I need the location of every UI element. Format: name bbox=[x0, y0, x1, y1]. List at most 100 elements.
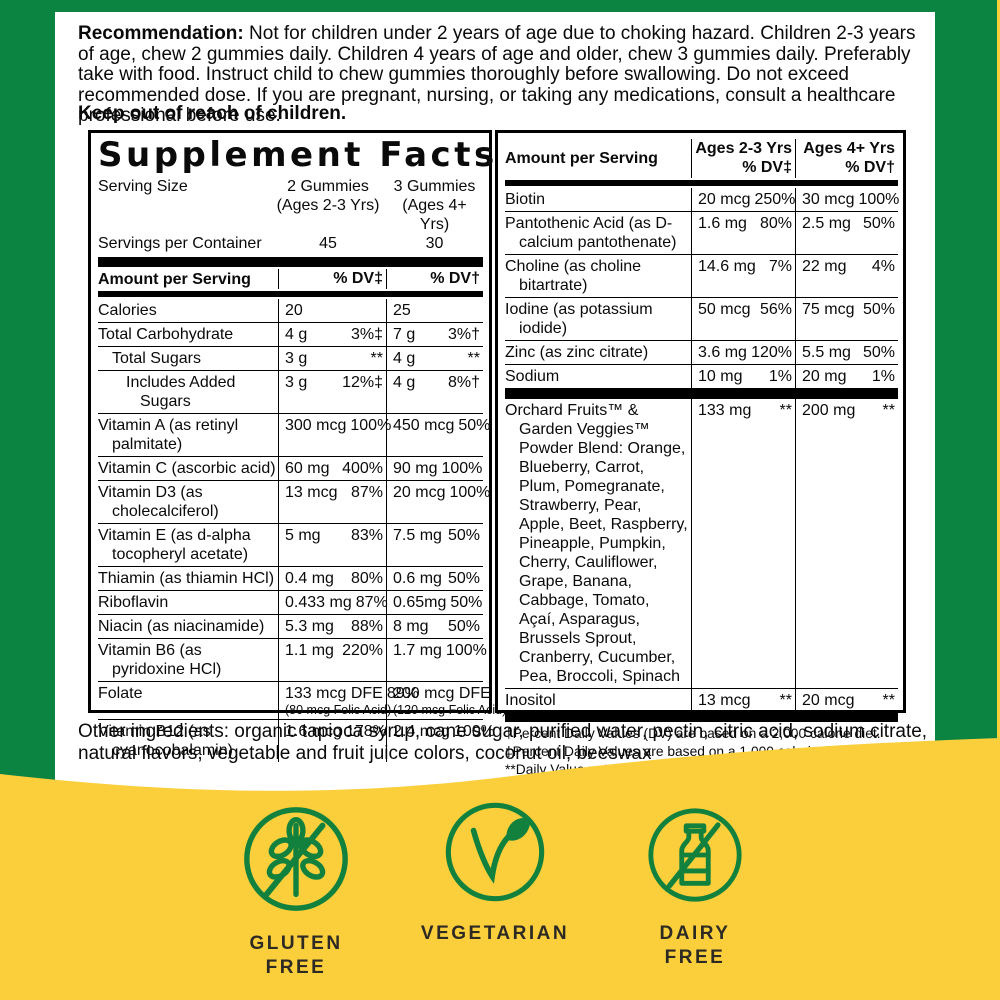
nutrient-name: Vitamin A (as retinyl palmitate) bbox=[98, 417, 239, 453]
nutrient-name: Zinc (as zinc citrate) bbox=[505, 344, 649, 361]
serving-col2-gummies: 3 Gummies bbox=[393, 178, 476, 195]
nutrient-name: Vitamin D3 (as cholecalciferol) bbox=[98, 484, 219, 520]
amount-value: 20 mcg bbox=[802, 692, 855, 709]
nutrient-name: Biotin bbox=[505, 191, 546, 208]
amount-value: 20 bbox=[285, 302, 303, 319]
value-line: 7.5 mg 50% bbox=[393, 526, 480, 545]
value-line: 1.6 mcg 178% bbox=[285, 722, 387, 741]
badge-label-line1: GLUTEN bbox=[249, 933, 343, 954]
percent-dv-value: 100% bbox=[858, 191, 900, 208]
percent-dv-value: ** bbox=[882, 692, 895, 709]
table-row: Biotin 20 mcg 250% 30 mcg 100% bbox=[505, 188, 899, 211]
value-col-ages-2-3: 10 mg 1% bbox=[691, 365, 795, 388]
badge-label: VEGETARIAN bbox=[405, 922, 585, 946]
table-row: Inositol 13 mcg ** 20 mcg ** bbox=[505, 688, 898, 722]
amount-value: 22 mg bbox=[802, 258, 847, 275]
serving-col2-ages: (Ages 4+ Yrs) bbox=[402, 197, 467, 233]
value-col-ages-4plus: 8 mg 50% bbox=[386, 615, 483, 638]
percent-dv-value: 80% bbox=[759, 215, 792, 232]
value-line: 300 mcg 100% bbox=[285, 416, 391, 435]
ages-2-3-col-header: Ages 2-3 Yrs % DV‡ bbox=[691, 139, 795, 178]
other-ingredients-text: Other ingredients: organic tapioca syrup… bbox=[78, 721, 928, 764]
value-col-ages-4plus: 90 mg 100% bbox=[386, 457, 485, 480]
value-col-ages-2-3: 0.433 mg 87% bbox=[278, 591, 388, 614]
table-row: Vitamin C (ascorbic acid) 60 mg 400% 90 … bbox=[98, 456, 483, 480]
right-nutrient-table: Biotin 20 mcg 250% 30 mcg 100% Pantothen… bbox=[505, 188, 899, 722]
right-table-header: Amount per Serving Ages 2-3 Yrs % DV‡ Ag… bbox=[505, 137, 898, 180]
spacer bbox=[98, 196, 270, 234]
servings-col1-count: 45 bbox=[319, 235, 337, 252]
amount-value: 4 g bbox=[285, 326, 308, 343]
percent-dv-value: 4% bbox=[871, 258, 895, 275]
gluten-free-icon bbox=[244, 807, 348, 911]
percent-dv-value: 50% bbox=[862, 344, 895, 361]
amount-value: 8 mg bbox=[393, 618, 429, 635]
value-col-ages-4plus: 75 mcg 50% bbox=[795, 298, 898, 340]
value-col-ages-2-3: 1.6 mg 80% bbox=[691, 212, 795, 254]
value-col-ages-4plus: 4 g ** bbox=[386, 347, 483, 370]
value-line: 20 mcg 100% bbox=[393, 483, 490, 502]
percent-dv-value: 87% bbox=[355, 594, 388, 611]
amount-value: 1.1 mg bbox=[285, 642, 334, 659]
value-line: 13 mcg 87% bbox=[285, 483, 383, 502]
nutrient-name: Choline (as choline bitartrate) bbox=[505, 258, 642, 294]
amount-value: 3 g bbox=[285, 374, 308, 391]
value-note: (120 mcg Folic Acid) bbox=[393, 703, 507, 717]
value-col-ages-2-3: 3.6 mg 120% bbox=[691, 341, 795, 364]
value-col-ages-2-3: 13 mcg 87% bbox=[278, 481, 386, 523]
value-line: 2.5 mg 50% bbox=[802, 214, 895, 233]
percent-dv-value: 120% bbox=[751, 344, 792, 361]
amount-value: 0.433 mg bbox=[285, 594, 352, 611]
nutrient-name: Vitamin C (ascorbic acid) bbox=[98, 460, 276, 477]
nutrient-name: Iodine (as potassium iodide) bbox=[505, 301, 653, 337]
percent-dv-value: 88% bbox=[350, 618, 383, 635]
divider-bar bbox=[505, 180, 898, 186]
supplement-facts-title: Supplement Facts bbox=[98, 135, 498, 175]
label-edge-yellow-sliver bbox=[997, 0, 1000, 790]
value-col-ages-2-3: 20 mcg 250% bbox=[691, 188, 795, 211]
value-line: 4 g 3%‡ bbox=[285, 325, 383, 344]
amount-value: 30 mcg bbox=[802, 191, 855, 208]
dv-col2-text: % DV† bbox=[845, 159, 895, 176]
amount-value: 1.7 mg bbox=[393, 642, 442, 659]
serving-info: Serving Size 2 Gummies 3 Gummies (Ages 2… bbox=[98, 177, 483, 253]
table-row: Includes Added Sugars 3 g 12%‡ 4 g 8%† bbox=[98, 370, 483, 413]
percent-dv-value: 83% bbox=[350, 527, 383, 544]
servings-per-container-label: Servings per Container bbox=[98, 235, 262, 252]
ages-4plus-text: Ages 4+ Yrs bbox=[803, 140, 895, 157]
table-row: Vitamin B6 (as pyridoxine HCl) 1.1 mg 22… bbox=[98, 638, 487, 681]
table-row: Thiamin (as thiamin HCl) 0.4 mg 80% 0.6 … bbox=[98, 566, 483, 590]
percent-dv-value: 100% bbox=[453, 723, 495, 740]
table-row: Total Sugars 3 g ** 4 g ** bbox=[98, 346, 483, 370]
percent-dv-value: 50% bbox=[862, 301, 895, 318]
amount-value: 300 mcg bbox=[285, 417, 347, 434]
value-line: 0.4 mg 80% bbox=[285, 569, 383, 588]
recommendation-text: Recommendation: Not for children under 2… bbox=[78, 23, 934, 127]
value-col-ages-4plus: 22 mg 4% bbox=[795, 255, 898, 297]
amount-value: 20 mcg bbox=[698, 191, 751, 208]
percent-dv-value: 100% bbox=[445, 642, 487, 659]
nutrient-name: Vitamin E (as d-alpha tocopheryl acetate… bbox=[98, 527, 251, 563]
amount-value: 7 g bbox=[393, 326, 416, 343]
table-row: Iodine (as potassium iodide) 50 mcg 56% … bbox=[505, 297, 898, 340]
value-col-ages-2-3: 0.4 mg 80% bbox=[278, 567, 386, 590]
value-line: 25 bbox=[393, 301, 480, 320]
percent-dv-value: 50% bbox=[447, 527, 480, 544]
value-line: 20 mg 1% bbox=[802, 367, 895, 386]
amount-value: 200 mg bbox=[802, 402, 856, 419]
amount-value: 1.6 mg bbox=[698, 215, 747, 232]
divider-bar bbox=[98, 291, 483, 297]
value-line: 20 bbox=[285, 301, 383, 320]
value-col-ages-2-3: 20 bbox=[278, 299, 386, 322]
value-col-ages-2-3: 5 mg 83% bbox=[278, 524, 386, 566]
label-border-right bbox=[935, 0, 997, 790]
vegetarian-icon bbox=[445, 802, 545, 902]
value-line: 30 mcg 100% bbox=[802, 190, 899, 209]
value-line: 50 mcg 56% bbox=[698, 300, 792, 319]
value-line: 2.4 mcg 100% bbox=[393, 722, 495, 741]
percent-dv-value: ** bbox=[882, 402, 895, 419]
nutrient-name: Total Carbohydrate bbox=[98, 326, 234, 343]
ages-4plus-col-header: Ages 4+ Yrs % DV† bbox=[795, 139, 898, 178]
amount-value: 20 mcg bbox=[393, 484, 446, 501]
